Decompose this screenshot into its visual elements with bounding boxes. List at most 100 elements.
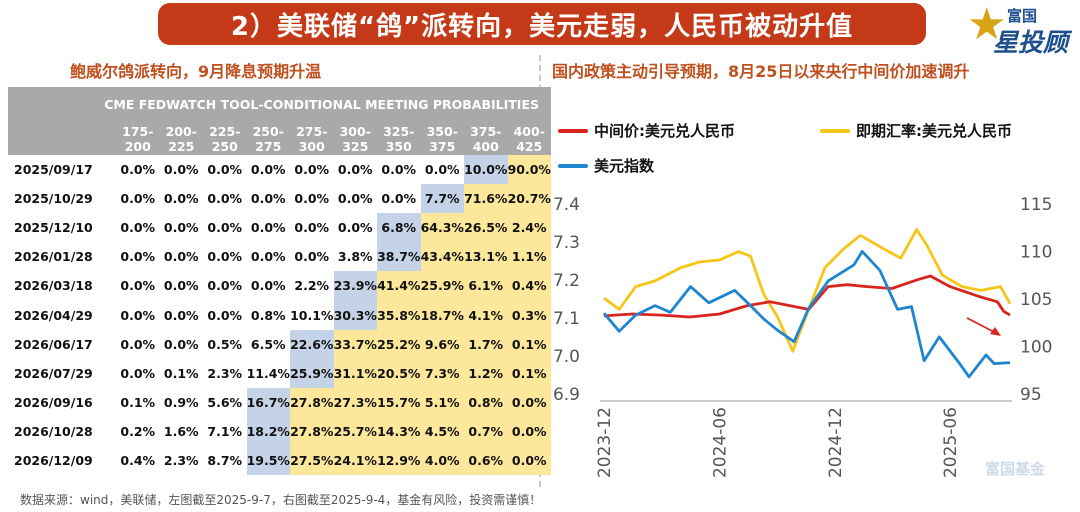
- y-right-tick-label: 105: [1020, 290, 1052, 310]
- probability-cell: 0.0%: [207, 278, 243, 294]
- legend-label-spot: 即期汇率:美元兑人民币: [856, 122, 1012, 140]
- probability-cell: 0.0%: [163, 307, 199, 323]
- probability-cell: 8.7%: [207, 452, 243, 468]
- probability-cell: 0.8%: [250, 307, 286, 323]
- probability-cell: 16.7%: [246, 387, 290, 417]
- probability-cell: 27.5%: [290, 445, 334, 476]
- probability-cell: 5.6%: [207, 394, 243, 410]
- legend-swatch-spot: [820, 128, 850, 133]
- probability-cell: 0.1%: [163, 365, 199, 381]
- column-header: 250- 275: [246, 122, 290, 155]
- probability-cell: 2.3%: [163, 452, 199, 468]
- x-tick-label: 2025-06: [941, 407, 961, 478]
- probability-cell: 7.3%: [420, 358, 464, 388]
- y-left-tick-label: 6.9: [553, 385, 580, 405]
- probability-cell: 27.8%: [290, 416, 334, 446]
- probability-cell: 0.0%: [337, 220, 373, 236]
- probability-cell: 0.1%: [507, 329, 551, 359]
- probability-cell: 0.0%: [120, 191, 156, 207]
- probability-cell: 24.1%: [333, 445, 377, 476]
- probability-cell: 1.2%: [464, 358, 508, 388]
- probability-cell: 0.0%: [120, 249, 156, 265]
- probability-cell: 25.9%: [420, 271, 464, 301]
- meeting-date: 2026/12/09: [14, 452, 93, 468]
- y-right-tick-label: 110: [1020, 243, 1052, 263]
- probability-cell: 0.4%: [120, 452, 156, 468]
- probability-cell: 0.0%: [250, 278, 286, 294]
- probability-cell: 19.5%: [246, 445, 290, 476]
- column-header: 300- 325: [333, 122, 377, 155]
- legend-label-dxy: 美元指数: [594, 157, 655, 175]
- watermark: 富国基金: [985, 460, 1046, 478]
- probability-cell: 0.7%: [464, 416, 508, 446]
- table-row: 2026/10/28 0.2% 1.6% 7.1% 18.2% 27.8% 25.7% 14.…: [8, 416, 551, 446]
- probability-cell: 1.7%: [464, 329, 508, 359]
- column-header: 175- 200: [116, 122, 160, 155]
- probability-cell: 0.0%: [120, 336, 156, 352]
- probability-cell: 41.4%: [377, 271, 421, 301]
- trend-arrowhead-icon: [990, 327, 1001, 336]
- probability-cell: 33.7%: [333, 329, 377, 359]
- probability-cell: 6.1%: [464, 271, 508, 301]
- y-right-tick-label: 100: [1020, 338, 1052, 358]
- probability-cell: 0.0%: [250, 249, 286, 265]
- left-chart-title: 鲍威尔鸽派转向，9月降息预期升温: [70, 62, 322, 81]
- y-left-tick-label: 7.0: [553, 347, 580, 367]
- trend-arrow-icon: [966, 317, 997, 334]
- table-row: 2025/12/10 0.0% 0.0% 0.0% 0.0% 0.0% 0.0% 6.8% 64…: [8, 213, 551, 243]
- star-icon: ★: [967, 0, 1007, 50]
- probability-cell: 6.8%: [377, 213, 421, 243]
- probability-cell: 0.0%: [250, 162, 286, 178]
- probability-cell: 1.1%: [507, 242, 551, 272]
- probability-cell: 20.7%: [507, 184, 551, 214]
- probability-cell: 22.6%: [290, 329, 334, 359]
- table-row: 2026/03/18 0.0% 0.0% 0.0% 0.0% 2.2% 23.9% 41.4%…: [8, 271, 551, 301]
- probability-cell: 10.1%: [290, 307, 334, 323]
- meeting-date: 2026/07/29: [14, 365, 93, 381]
- probability-cell: 18.7%: [420, 300, 464, 330]
- probability-cell: 2.3%: [207, 365, 243, 381]
- y-left-tick-label: 7.2: [553, 271, 580, 291]
- meeting-date: 2025/12/10: [14, 220, 93, 236]
- probability-cell: 0.0%: [381, 191, 417, 207]
- probability-cell: 0.0%: [424, 162, 460, 178]
- meeting-date: 2026/01/28: [14, 249, 93, 265]
- probability-cell: 0.0%: [163, 162, 199, 178]
- column-header: 225- 250: [203, 122, 247, 155]
- probability-cell: 0.0%: [337, 191, 373, 207]
- column-header: 350- 375: [420, 122, 464, 155]
- probability-cell: 7.7%: [420, 184, 464, 214]
- meeting-date: 2026/03/18: [14, 278, 93, 294]
- probability-cell: 0.0%: [163, 336, 199, 352]
- probability-cell: 0.0%: [507, 387, 551, 417]
- probability-cell: 0.1%: [120, 394, 156, 410]
- meeting-date: 2025/10/29: [14, 191, 93, 207]
- source-footer: 数据来源：wind，美联储，左图截至2025-9-7，右图截至2025-9-4，…: [20, 493, 542, 507]
- table-row: 2025/10/29 0.0% 0.0% 0.0% 0.0% 0.0% 0.0% 0.0% 7.…: [8, 184, 551, 214]
- probability-cell: 23.9%: [333, 271, 377, 301]
- probability-cell: 14.3%: [377, 416, 421, 446]
- probability-cell: 9.6%: [420, 329, 464, 359]
- probability-cell: 38.7%: [377, 242, 421, 272]
- probability-cell: 0.0%: [163, 249, 199, 265]
- midpoint-series-line: [603, 274, 1011, 319]
- probability-cell: 0.0%: [120, 307, 156, 323]
- probability-cell: 0.3%: [507, 300, 551, 330]
- probability-cell: 3.8%: [337, 249, 373, 265]
- probability-cell: 0.0%: [207, 220, 243, 236]
- probability-cell: 25.7%: [333, 416, 377, 446]
- fedwatch-table-title: CME FEDWATCH TOOL-CONDITIONAL MEETING PR…: [8, 87, 551, 122]
- probability-cell: 0.1%: [507, 358, 551, 388]
- table-row: 2026/09/16 0.1% 0.9% 5.6% 16.7% 27.8% 27.3% 15.…: [8, 387, 551, 417]
- probability-cell: 1.6%: [163, 423, 199, 439]
- probability-cell: 0.0%: [207, 249, 243, 265]
- column-header: 325- 350: [377, 122, 421, 155]
- section-banner: 2）美联储“鸽”派转向，美元走弱，人民币被动升值: [158, 3, 926, 45]
- probability-cell: 0.0%: [507, 416, 551, 446]
- probability-cell: 0.5%: [207, 336, 243, 352]
- probability-cell: 10.0%: [464, 155, 508, 185]
- probability-cell: 43.4%: [420, 242, 464, 272]
- probability-cell: 0.0%: [294, 220, 330, 236]
- probability-cell: 0.0%: [337, 162, 373, 178]
